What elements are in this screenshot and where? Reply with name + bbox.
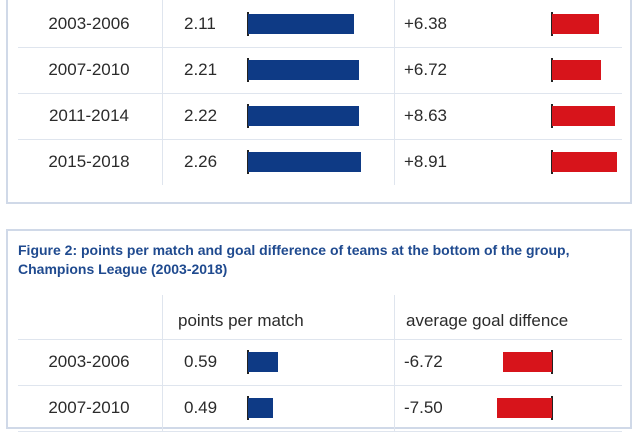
- table-row: 2003-2006 0.59 -6.72: [18, 339, 622, 385]
- period-label: 2007-2010: [48, 398, 130, 417]
- ppm-bar: [248, 60, 359, 80]
- table-row: 2003-2006 2.11 +6.38: [18, 1, 622, 47]
- period-label: 2003-2006: [48, 352, 130, 371]
- row-divider: [18, 139, 622, 140]
- ppm-value-label: 2.21: [184, 60, 218, 79]
- table-row: 2007-2010 2.21 +6.72: [18, 47, 622, 93]
- row-divider: [18, 47, 622, 48]
- ppm-bar: [248, 152, 361, 172]
- table-row: 2015-2018 2.26 +8.91: [18, 139, 622, 185]
- ppm-value-label: 0.59: [184, 352, 218, 371]
- goal-difference-bar: [552, 152, 617, 172]
- goal-difference-bar: [552, 14, 599, 34]
- ppm-value-label: 2.26: [184, 152, 218, 171]
- ppm-bar: [248, 14, 354, 34]
- goal-difference-bar-baseline: [551, 396, 553, 420]
- goal-difference-value-label: +8.63: [404, 106, 448, 125]
- ppm-value-label: 2.11: [184, 14, 216, 33]
- row-divider: [18, 385, 622, 386]
- ppm-column-header: points per match: [178, 311, 304, 330]
- column-divider: [162, 0, 163, 185]
- goal-difference-value-label: -6.72: [404, 352, 443, 371]
- ppm-value-label: 2.22: [184, 106, 218, 125]
- goal-difference-bar-baseline: [551, 350, 553, 374]
- goal-difference-value-label: +6.72: [404, 60, 448, 79]
- row-divider: [18, 339, 622, 340]
- row-divider: [18, 93, 622, 94]
- column-divider: [162, 295, 163, 431]
- goal-difference-bar: [497, 398, 552, 418]
- table-row: 2011-2014 2.22 +8.63: [18, 93, 622, 139]
- goal-difference-bar: [503, 352, 552, 372]
- table-row: 2007-2010 0.49 -7.50: [18, 385, 622, 431]
- ppm-bar: [248, 106, 359, 126]
- figure-2-title: Figure 2: points per match and goal diff…: [18, 242, 570, 277]
- figure-2-panel: Figure 2: points per match and goal diff…: [6, 229, 632, 432]
- goal-difference-column-header: average goal diffence: [406, 311, 569, 330]
- ppm-bar: [248, 398, 273, 418]
- period-label: 2011-2014: [48, 106, 130, 125]
- figure-1-panel: 2003-2006 2.11 +6.38 2007-2010 2.21 +6.72 2011…: [6, 0, 632, 204]
- goal-difference-bar: [552, 106, 615, 126]
- period-label: 2007-2010: [48, 60, 130, 79]
- goal-difference-bar: [552, 60, 601, 80]
- goal-difference-value-label: +6.38: [404, 14, 448, 33]
- goal-difference-value-label: +8.91: [404, 152, 448, 171]
- period-label: 2003-2006: [48, 14, 130, 33]
- ppm-value-label: 0.49: [184, 398, 218, 417]
- column-divider: [394, 0, 395, 185]
- ppm-bar: [248, 352, 278, 372]
- period-label: 2015-2018: [48, 152, 130, 171]
- column-divider: [394, 295, 395, 431]
- goal-difference-value-label: -7.50: [404, 398, 443, 417]
